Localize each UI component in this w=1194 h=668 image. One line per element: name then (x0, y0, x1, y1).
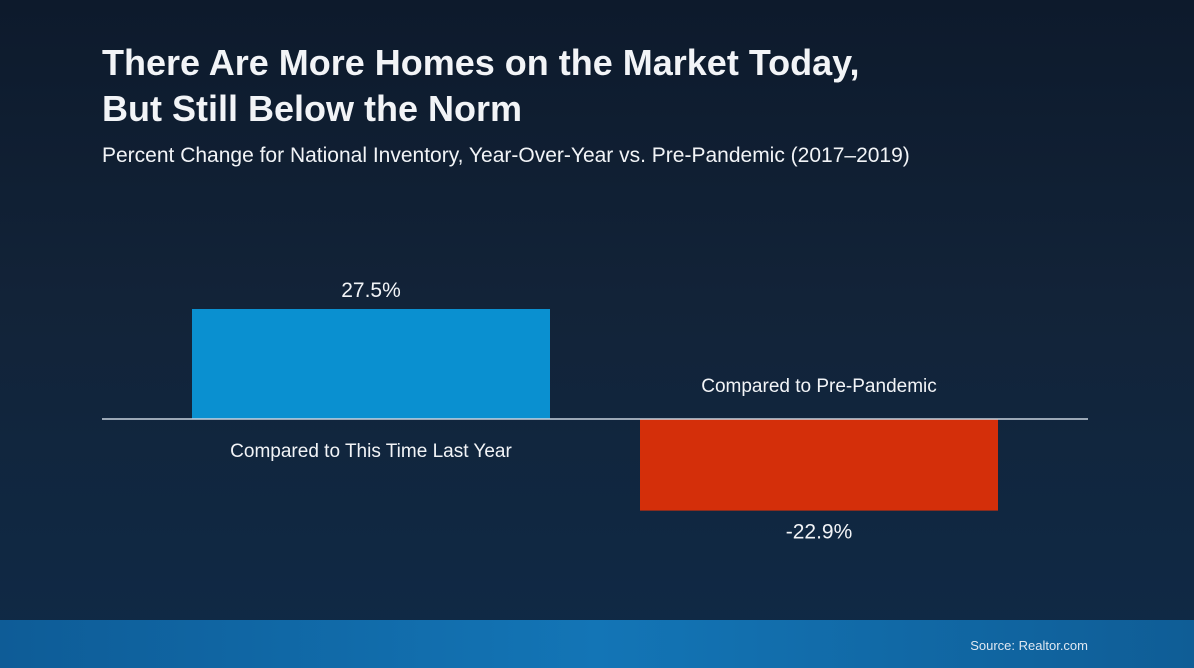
bar-2 (640, 419, 998, 511)
data-label-1: 27.5% (341, 279, 401, 302)
title-line-2: But Still Below the Norm (102, 88, 523, 129)
category-label-1: Compared to This Time Last Year (230, 441, 512, 462)
bar-1 (192, 309, 550, 419)
bar-chart: 27.5% Compared to This Time Last Year -22.… (102, 279, 1088, 544)
category-label-2: Compared to Pre-Pandemic (701, 376, 937, 397)
title-line-1: There Are More Homes on the Market Today… (102, 42, 860, 83)
source-note: Source: Realtor.com (970, 638, 1088, 653)
data-label-2: -22.9% (786, 521, 853, 544)
chart-subtitle: Percent Change for National Inventory, Y… (102, 144, 910, 167)
chart-title: There Are More Homes on the Market Today… (102, 40, 1002, 132)
footer-band (0, 620, 1194, 668)
